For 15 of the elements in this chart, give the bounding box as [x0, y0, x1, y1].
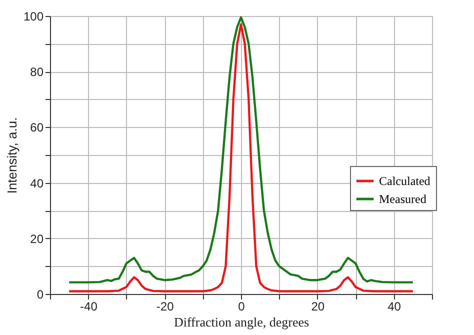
legend-label: Measured — [379, 192, 426, 206]
y-tick-label: 40 — [30, 176, 44, 190]
y-tick-label: 80 — [30, 65, 44, 80]
y-tick-label: 0 — [36, 288, 44, 302]
y-tick-label: 20 — [30, 232, 44, 246]
y-axis-title: Intensity, a.u. — [4, 117, 20, 194]
x-tick-label: 40 — [388, 300, 402, 314]
x-axis-title: Diffraction angle, degrees — [174, 314, 310, 330]
x-tick-label: -20 — [156, 300, 174, 314]
y-tick-label: 60 — [30, 120, 44, 135]
legend-label: Calculated — [379, 174, 430, 188]
x-tick-label: 0 — [238, 300, 246, 314]
x-tick-label: -40 — [80, 300, 98, 314]
x-tick-label: 20 — [311, 300, 325, 314]
y-tick-label: 100 — [23, 10, 44, 24]
